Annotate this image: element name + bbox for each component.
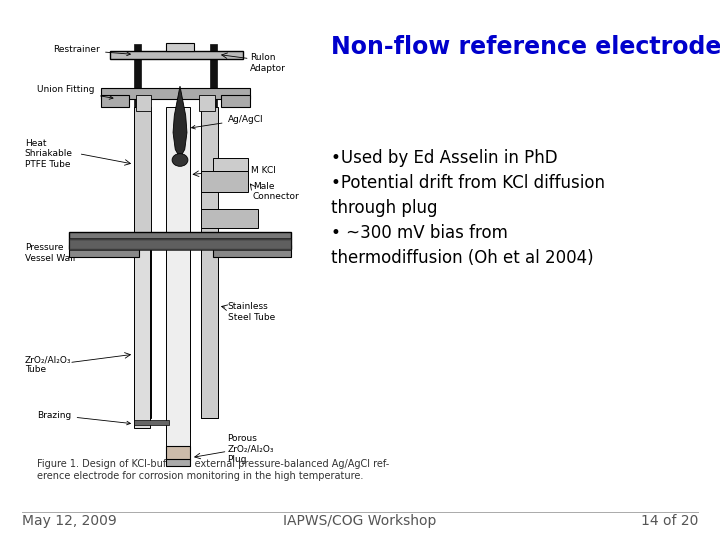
Text: Stainless
Steel Tube: Stainless Steel Tube bbox=[228, 302, 275, 322]
Text: 14 of 20: 14 of 20 bbox=[641, 514, 698, 528]
Bar bbox=[134, 44, 141, 280]
Bar bbox=[166, 458, 189, 466]
Text: IAPWS/COG Workshop: IAPWS/COG Workshop bbox=[283, 514, 437, 528]
Bar bbox=[69, 232, 291, 239]
Text: Figure 1. Design of KCl-buffered external pressure-balanced Ag/AgCl ref-
erence : Figure 1. Design of KCl-buffered externa… bbox=[37, 459, 390, 481]
Bar bbox=[201, 107, 218, 417]
Bar bbox=[166, 446, 189, 460]
Text: Porous
ZrO₂/Al₂O₃
Plug: Porous ZrO₂/Al₂O₃ Plug bbox=[228, 434, 274, 464]
Bar bbox=[134, 248, 150, 428]
Bar bbox=[134, 107, 151, 417]
Bar bbox=[110, 51, 243, 59]
Polygon shape bbox=[173, 86, 187, 158]
Text: 0.01 M KCl: 0.01 M KCl bbox=[228, 166, 275, 175]
Text: Non-flow reference electrode: Non-flow reference electrode bbox=[331, 35, 720, 59]
Text: Brazing: Brazing bbox=[37, 410, 130, 425]
Bar bbox=[101, 94, 130, 107]
Bar bbox=[166, 107, 189, 433]
Text: Union Fitting: Union Fitting bbox=[37, 85, 113, 99]
Bar bbox=[213, 158, 248, 171]
Text: Rulon
Adaptor: Rulon Adaptor bbox=[250, 53, 286, 72]
Bar bbox=[135, 94, 151, 111]
Ellipse shape bbox=[172, 154, 188, 166]
Bar bbox=[199, 94, 215, 111]
Bar bbox=[201, 171, 248, 192]
Bar bbox=[210, 44, 217, 280]
Bar bbox=[201, 248, 218, 417]
Bar bbox=[69, 246, 139, 257]
Text: Ag/AgCl: Ag/AgCl bbox=[192, 115, 263, 129]
Bar bbox=[134, 420, 169, 425]
Text: May 12, 2009: May 12, 2009 bbox=[22, 514, 117, 528]
Bar bbox=[201, 208, 258, 227]
Bar bbox=[166, 248, 189, 449]
Text: Pressure
Vessel Wall: Pressure Vessel Wall bbox=[24, 243, 75, 262]
Bar bbox=[166, 43, 194, 51]
Text: Restrainer: Restrainer bbox=[53, 45, 130, 56]
Text: ZrO₂/Al₂O₃
Tube: ZrO₂/Al₂O₃ Tube bbox=[24, 355, 71, 374]
Bar bbox=[213, 246, 291, 257]
Text: •Used by Ed Asselin in PhD
•Potential drift from KCl diffusion
through plug
• ~3: •Used by Ed Asselin in PhD •Potential dr… bbox=[331, 149, 606, 267]
Bar bbox=[167, 111, 188, 206]
Bar bbox=[69, 238, 291, 249]
Bar bbox=[69, 239, 291, 248]
Bar bbox=[101, 88, 250, 99]
Text: Heat
Shriakable
PTFE Tube: Heat Shriakable PTFE Tube bbox=[24, 139, 73, 168]
Bar bbox=[221, 94, 250, 107]
Text: Male
Connector: Male Connector bbox=[253, 182, 300, 201]
